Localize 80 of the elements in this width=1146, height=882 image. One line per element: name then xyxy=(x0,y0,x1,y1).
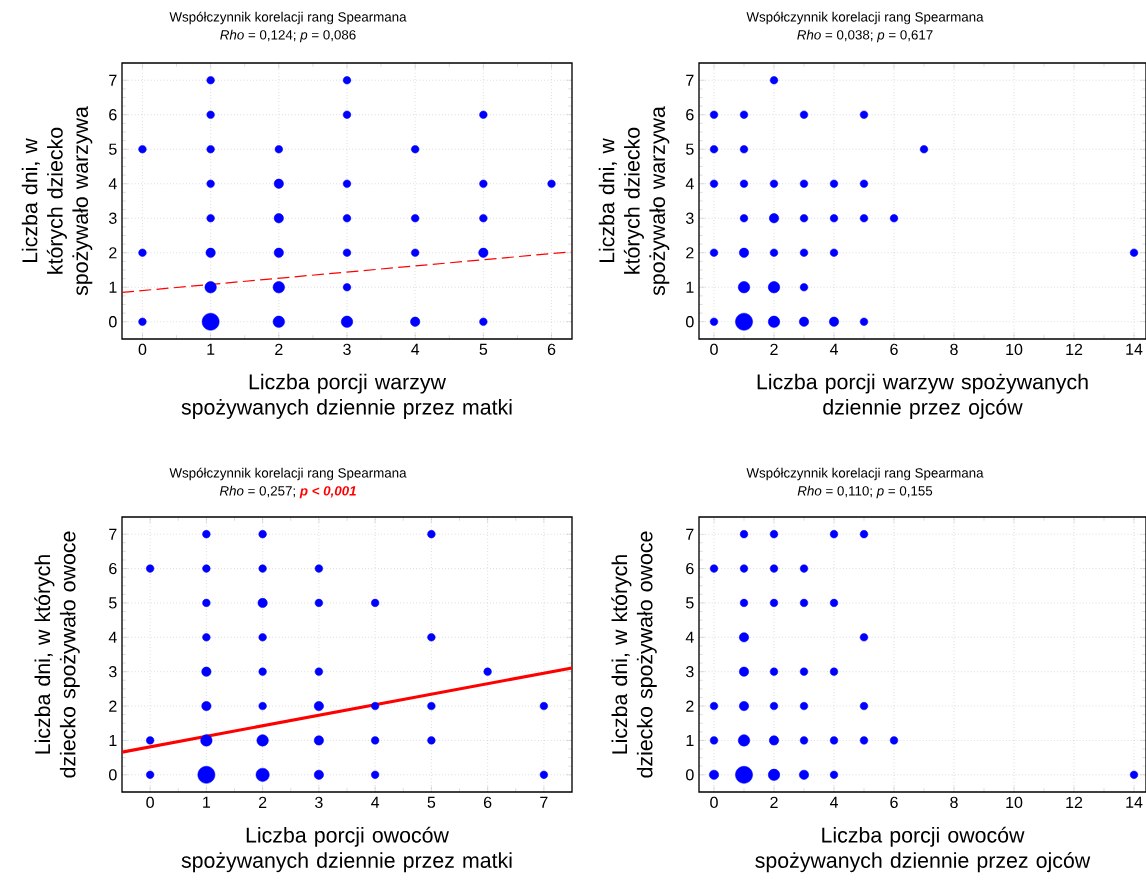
text: p < 0,001 xyxy=(299,486,356,499)
x-tick-label: 2 xyxy=(770,796,778,808)
x-tick-label: 6 xyxy=(484,796,492,809)
x-tick-label: 6 xyxy=(890,343,898,356)
x-tick-label: 8 xyxy=(950,343,958,356)
y-tick-label: 7 xyxy=(686,74,694,86)
x-tick-label: 6 xyxy=(547,343,556,356)
y-tick-label: 5 xyxy=(109,143,117,155)
x-tick-label: 10 xyxy=(1006,796,1023,809)
y-tick-label: 3 xyxy=(686,666,694,678)
y-tick-label: 1 xyxy=(109,281,117,293)
x-tick-label: 14 xyxy=(1126,343,1143,355)
x-tick-label: 2 xyxy=(275,343,283,355)
y-tick-label: 2 xyxy=(686,247,694,259)
y-tick-label: 2 xyxy=(109,700,117,712)
chart-title: Współczynnik korelacji rang Spearmana xyxy=(746,467,984,481)
y-tick-label: 5 xyxy=(686,597,694,609)
chart-subtitle: Rho = 0,124; p = 0,086 xyxy=(220,29,356,43)
x-tick-label: 2 xyxy=(258,796,267,808)
x-tick-label: 4 xyxy=(829,796,838,808)
x-tick-label: 7 xyxy=(540,796,548,808)
x-axis-title: Liczba porcji owoców spożywanych dziennie przez matki xyxy=(181,826,512,873)
chart-title: Współczynnik korelacji rang Spearmana xyxy=(169,467,407,481)
chart-title: Współczynnik korelacji rang Spearmana xyxy=(746,11,984,25)
y-tick-label: 4 xyxy=(108,178,117,190)
x-axis-title: Liczba porcji warzyw spożywanych dziennie przez matki xyxy=(181,373,512,419)
y-tick-label: 7 xyxy=(686,528,694,540)
y-axis-title: Liczba dni, w których dziecko spożywało owoce xyxy=(34,531,80,778)
y-tick-label: 3 xyxy=(686,212,694,224)
x-tick-label: 0 xyxy=(710,343,718,356)
x-tick-label: 3 xyxy=(315,796,323,809)
y-tick-label: 1 xyxy=(686,734,694,746)
y-tick-label: 6 xyxy=(109,109,117,121)
y-tick-label: 6 xyxy=(109,562,117,575)
y-axis-title: Liczba dni, w których dziecko spożywało warzywa xyxy=(21,106,93,296)
y-tick-label: 3 xyxy=(109,666,117,678)
y-tick-label: 4 xyxy=(685,631,694,643)
x-tick-label: 5 xyxy=(479,343,488,355)
y-tick-label: 0 xyxy=(109,316,117,328)
x-tick-label: 4 xyxy=(829,343,838,355)
x-tick-label: 6 xyxy=(890,796,898,809)
x-tick-label: 12 xyxy=(1066,796,1083,808)
x-tick-label: 10 xyxy=(1006,343,1023,356)
x-axis-title: Liczba porcji owoców spożywanych dziennie przez ojców xyxy=(755,826,1091,873)
y-axis-title: Liczba dni, w których dziecko spożywało owoce xyxy=(611,531,657,778)
y-axis-title: Liczba dni, w których dziecko spożywało warzywa xyxy=(598,106,670,296)
y-tick-label: 6 xyxy=(686,109,694,121)
x-tick-label: 8 xyxy=(950,796,958,809)
y-tick-label: 4 xyxy=(685,178,694,190)
y-tick-label: 7 xyxy=(109,528,117,540)
y-tick-label: 0 xyxy=(686,769,694,781)
y-tick-label: 7 xyxy=(109,74,117,86)
y-tick-label: 2 xyxy=(109,247,117,259)
y-tick-label: 3 xyxy=(109,212,117,224)
x-tick-label: 4 xyxy=(411,343,420,355)
y-tick-label: 1 xyxy=(686,281,694,293)
x-tick-label: 5 xyxy=(427,796,436,808)
x-tick-label: 4 xyxy=(371,796,380,808)
y-tick-label: 5 xyxy=(686,143,694,155)
chart-subtitle: Rho = 0,038; p = 0,617 xyxy=(797,29,933,43)
chart-subtitle: Rho = 0,110; p = 0,155 xyxy=(797,485,933,499)
x-tick-label: 0 xyxy=(138,343,147,356)
x-tick-label: 12 xyxy=(1066,343,1083,355)
x-tick-label: 3 xyxy=(343,343,351,356)
x-tick-label: 1 xyxy=(207,343,215,355)
x-axis-title: Liczba porcji warzyw spożywanych dziennie przez ojców xyxy=(757,373,1088,419)
x-tick-label: 2 xyxy=(770,343,778,355)
y-tick-label: 6 xyxy=(686,562,694,575)
y-tick-label: 4 xyxy=(108,631,117,643)
x-tick-label: 14 xyxy=(1126,796,1143,808)
chart-subtitle: Rho = 0,257; xyxy=(219,485,295,498)
y-tick-label: 0 xyxy=(109,769,117,781)
x-tick-label: 1 xyxy=(203,796,211,808)
chart-title: Współczynnik korelacji rang Spearmana xyxy=(169,11,407,25)
x-tick-label: 0 xyxy=(146,796,154,809)
y-tick-label: 0 xyxy=(686,316,694,328)
y-tick-label: 2 xyxy=(686,700,694,712)
y-tick-label: 1 xyxy=(109,734,117,746)
y-tick-label: 5 xyxy=(109,597,117,609)
x-tick-label: 0 xyxy=(710,796,718,809)
